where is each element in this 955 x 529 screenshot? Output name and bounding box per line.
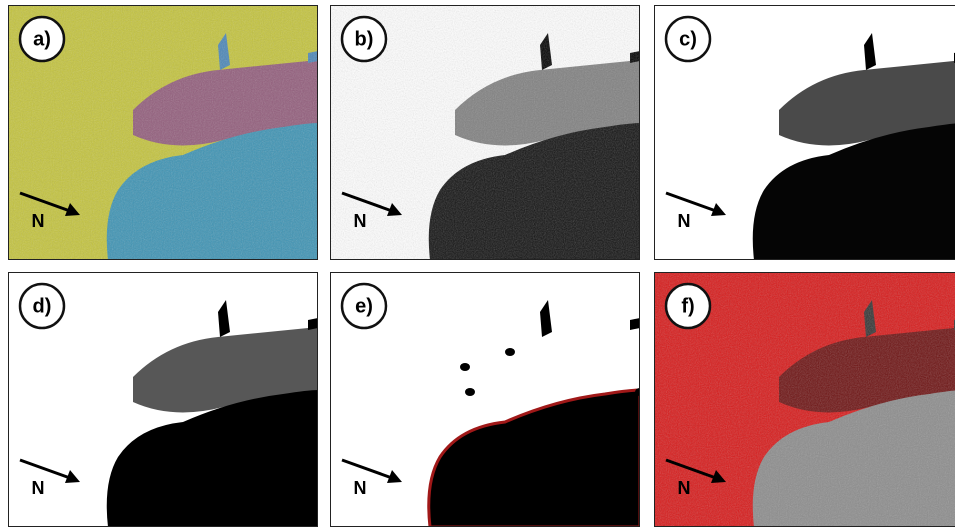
- panel-label: d): [33, 295, 52, 317]
- panel-label: f): [681, 295, 694, 317]
- panel: b) N: [330, 5, 640, 260]
- north-label: N: [32, 478, 45, 498]
- ice-floe: [505, 348, 515, 356]
- panel-label: a): [33, 28, 51, 50]
- panel-label: c): [679, 28, 697, 50]
- panel-label: e): [355, 295, 373, 317]
- ice-floe: [465, 388, 475, 396]
- panel: d) N: [8, 272, 318, 527]
- ice-floe: [460, 363, 470, 371]
- figure: a) Nb) Nc) Nd) Ne) Nf) N: [0, 0, 955, 529]
- panel: f) N: [654, 272, 955, 527]
- north-label: N: [32, 211, 45, 231]
- panel-label: b): [355, 28, 374, 50]
- panel: a) N: [8, 5, 318, 260]
- panel: c) N: [654, 5, 955, 260]
- island: [308, 318, 318, 330]
- island: [630, 318, 640, 330]
- panel: e) N: [330, 272, 645, 527]
- north-label: N: [354, 478, 367, 498]
- north-label: N: [678, 211, 691, 231]
- north-label: N: [678, 478, 691, 498]
- north-label: N: [354, 211, 367, 231]
